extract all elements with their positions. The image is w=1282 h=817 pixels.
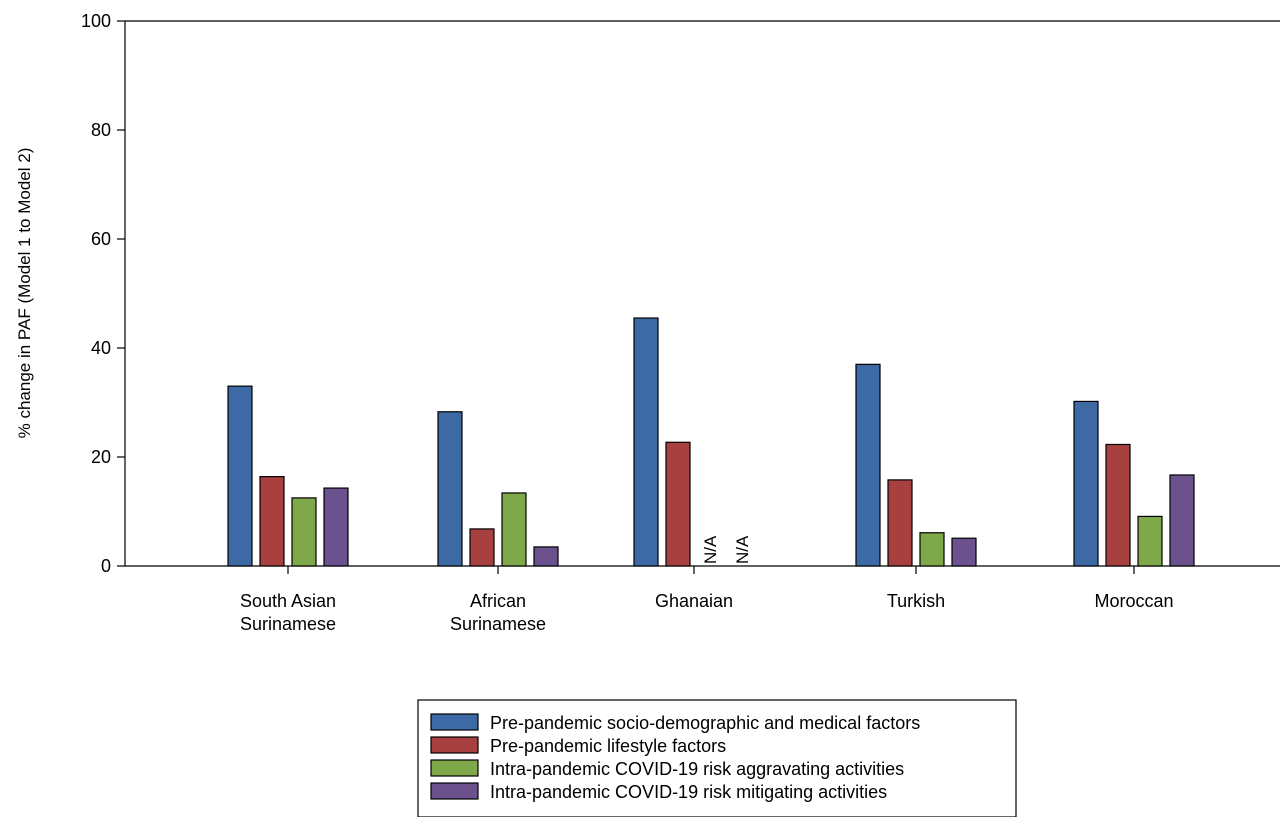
legend: Pre-pandemic socio-demographic and medic…: [417, 699, 1017, 817]
legend-swatch: [430, 782, 479, 800]
bar: [469, 528, 495, 567]
bar: [855, 363, 881, 567]
bar: [1105, 443, 1131, 567]
category-label: South Asian: [240, 591, 336, 611]
bar: [919, 532, 945, 567]
bar: [887, 479, 913, 567]
bar: [1073, 400, 1099, 567]
y-tick-label: 0: [101, 556, 111, 576]
y-tick-label: 80: [91, 120, 111, 140]
category-labels: South Asian Surinamese African Surinamese Gh…: [240, 566, 1174, 634]
axes: 0 20 40 60 80 100: [81, 11, 1280, 576]
legend-entry: Intra-pandemic COVID-19 risk mitigating …: [490, 782, 887, 802]
missing-value-label: N/A: [733, 535, 752, 564]
category-label: African: [470, 591, 526, 611]
category-label: Moroccan: [1094, 591, 1173, 611]
bar: [1169, 474, 1195, 567]
category-label: Turkish: [887, 591, 945, 611]
bar: [437, 411, 463, 567]
bar: [259, 476, 285, 567]
y-tick-label: 60: [91, 229, 111, 249]
y-tick-label: 100: [81, 11, 111, 31]
y-axis-title: % change in PAF (Model 1 to Model 2): [15, 148, 34, 439]
bar: [501, 492, 527, 567]
legend-box: [417, 699, 1017, 817]
legend-entry: Pre-pandemic lifestyle factors: [490, 736, 726, 756]
legend-entry: Pre-pandemic socio-demographic and medic…: [490, 713, 920, 733]
bar: [633, 317, 659, 567]
bar: [665, 441, 691, 567]
bar: [951, 537, 977, 567]
bar: [227, 385, 253, 567]
bars: N/A N/A: [227, 317, 1195, 567]
bar: [323, 487, 349, 567]
missing-value-label: N/A: [701, 535, 720, 564]
category-label: Ghanaian: [655, 591, 733, 611]
bar: [291, 497, 317, 567]
legend-entry: Intra-pandemic COVID-19 risk aggravating…: [490, 759, 904, 779]
legend-swatch: [430, 759, 479, 777]
bar: [533, 546, 559, 567]
y-tick-label: 40: [91, 338, 111, 358]
category-label: Surinamese: [450, 614, 546, 634]
legend-swatch: [430, 736, 479, 754]
bar: [1137, 515, 1163, 567]
category-label: Surinamese: [240, 614, 336, 634]
y-tick-label: 20: [91, 447, 111, 467]
legend-swatch: [430, 713, 479, 731]
